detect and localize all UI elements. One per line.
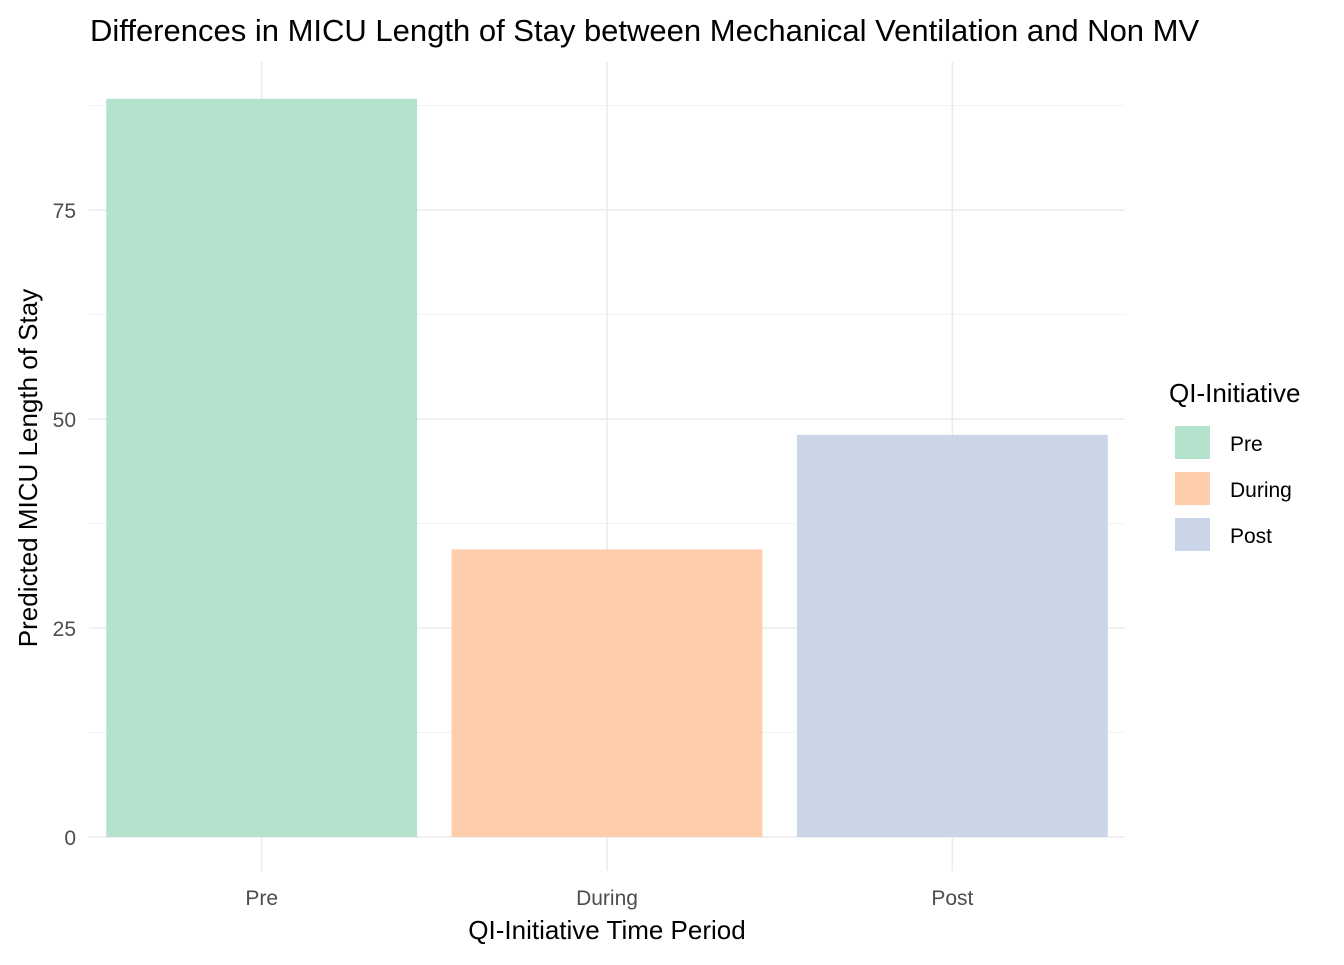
- chart-title: Differences in MICU Length of Stay betwe…: [90, 13, 1199, 48]
- legend-key-pre: [1175, 426, 1210, 459]
- legend-items: Pre During Post: [1175, 426, 1292, 551]
- legend-key-post: [1175, 518, 1210, 551]
- x-tick-label: Post: [931, 887, 973, 910]
- x-axis-ticks: Pre During Post: [245, 887, 973, 910]
- legend-label-pre: Pre: [1230, 433, 1263, 456]
- y-axis-ticks: 0 25 50 75: [53, 200, 76, 850]
- x-tick-label: Pre: [245, 887, 278, 910]
- bar-pre: [106, 98, 418, 837]
- x-axis-title: QI-Initiative Time Period: [468, 915, 745, 945]
- y-tick-label: 0: [64, 827, 76, 850]
- y-tick-label: 50: [53, 409, 76, 432]
- legend-label-during: During: [1230, 479, 1292, 502]
- y-axis-title: Predicted MICU Length of Stay: [13, 289, 43, 647]
- y-tick-label: 75: [53, 200, 76, 223]
- bar-post: [796, 434, 1108, 837]
- legend: QI-Initiative Pre During Post: [1169, 378, 1301, 551]
- legend-key-during: [1175, 472, 1210, 505]
- bars: [106, 98, 1108, 837]
- bar-during: [451, 549, 763, 837]
- legend-title: QI-Initiative: [1169, 378, 1301, 408]
- legend-label-post: Post: [1230, 525, 1272, 548]
- y-tick-label: 25: [53, 618, 76, 641]
- x-tick-label: During: [576, 887, 638, 910]
